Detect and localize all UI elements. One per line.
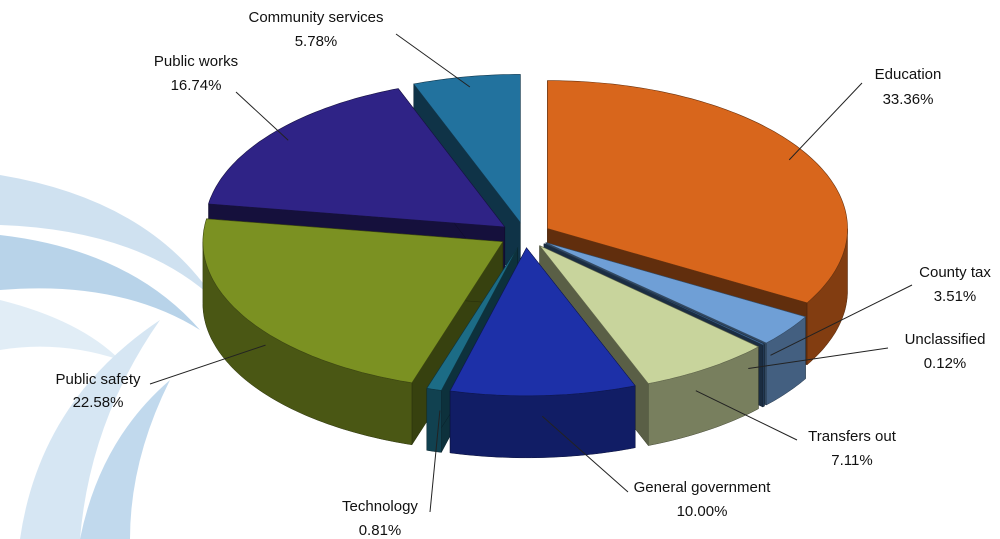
pie-slice	[202, 218, 504, 384]
slice-value-label: 0.12%	[924, 355, 967, 372]
slice-value-label: 7.11%	[831, 452, 872, 469]
slice-label: Public safety	[55, 371, 141, 388]
leader-line	[748, 347, 889, 369]
pie-slice	[449, 247, 636, 397]
pie-slice	[547, 80, 848, 304]
pie-slice	[545, 242, 807, 344]
labels: Education 33.36% County tax 3.51% Unclassifi…	[55, 9, 991, 539]
pie-slice	[208, 88, 506, 228]
leader-line	[541, 415, 629, 493]
swoosh	[80, 380, 170, 539]
swoosh	[0, 175, 215, 300]
slice-label: County tax	[919, 264, 991, 281]
slice-tops	[202, 74, 848, 397]
pie-slice	[539, 245, 760, 384]
slice-label: Transfers out	[808, 428, 897, 445]
slice-label: Community services	[248, 9, 383, 26]
slice-value-label: 33.36%	[883, 91, 934, 108]
swoosh	[0, 235, 200, 330]
slice-outer-wall	[449, 385, 636, 459]
leader-line	[149, 344, 266, 385]
leader-line	[695, 390, 798, 441]
slice-value-label: 16.74%	[171, 77, 222, 94]
slice-label: General government	[634, 479, 772, 496]
slice-value-label: 0.81%	[359, 522, 402, 539]
leader-line	[788, 82, 863, 161]
slice-value-label: 22.58%	[73, 394, 124, 411]
pie-slice	[413, 74, 521, 224]
pie-slice	[543, 243, 766, 346]
slice-label: Technology	[342, 498, 418, 515]
pie-slice	[426, 247, 518, 391]
leader-line	[429, 410, 441, 513]
slice-outer-wall	[762, 343, 765, 408]
slice-value-label: 3.51%	[934, 288, 977, 305]
leader-line	[395, 33, 471, 88]
slice-value-label: 5.78%	[295, 33, 338, 50]
slice-label: Unclassified	[905, 331, 986, 348]
slice-value-label: 10.00%	[677, 503, 728, 520]
leader-line	[235, 91, 289, 141]
swoosh	[20, 320, 160, 539]
leader-line	[770, 284, 913, 356]
slice-label: Education	[875, 66, 942, 83]
background-decoration	[0, 175, 215, 539]
swoosh	[0, 300, 120, 360]
slice-label: Public works	[154, 53, 238, 70]
